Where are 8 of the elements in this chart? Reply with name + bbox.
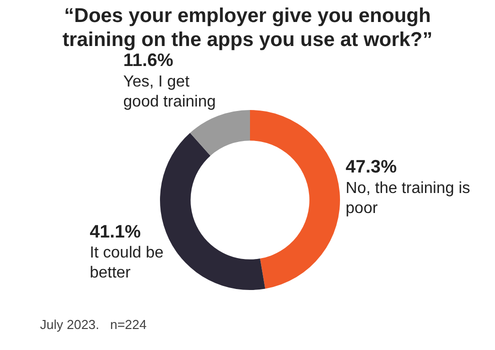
text: July 2023. n=224 bbox=[40, 317, 147, 332]
slice-label: No, the training is poor bbox=[346, 180, 470, 217]
data-label: 41.1% bbox=[90, 221, 141, 242]
data-label: 11.6% bbox=[123, 50, 174, 70]
chart-title: “Does your employer give you enough training on the apps you use at work?” bbox=[61, 4, 434, 52]
slice-label: It could be better bbox=[90, 244, 164, 282]
data-label: 47.3% bbox=[346, 156, 397, 176]
slice-label: Yes, I get good training bbox=[123, 74, 216, 111]
